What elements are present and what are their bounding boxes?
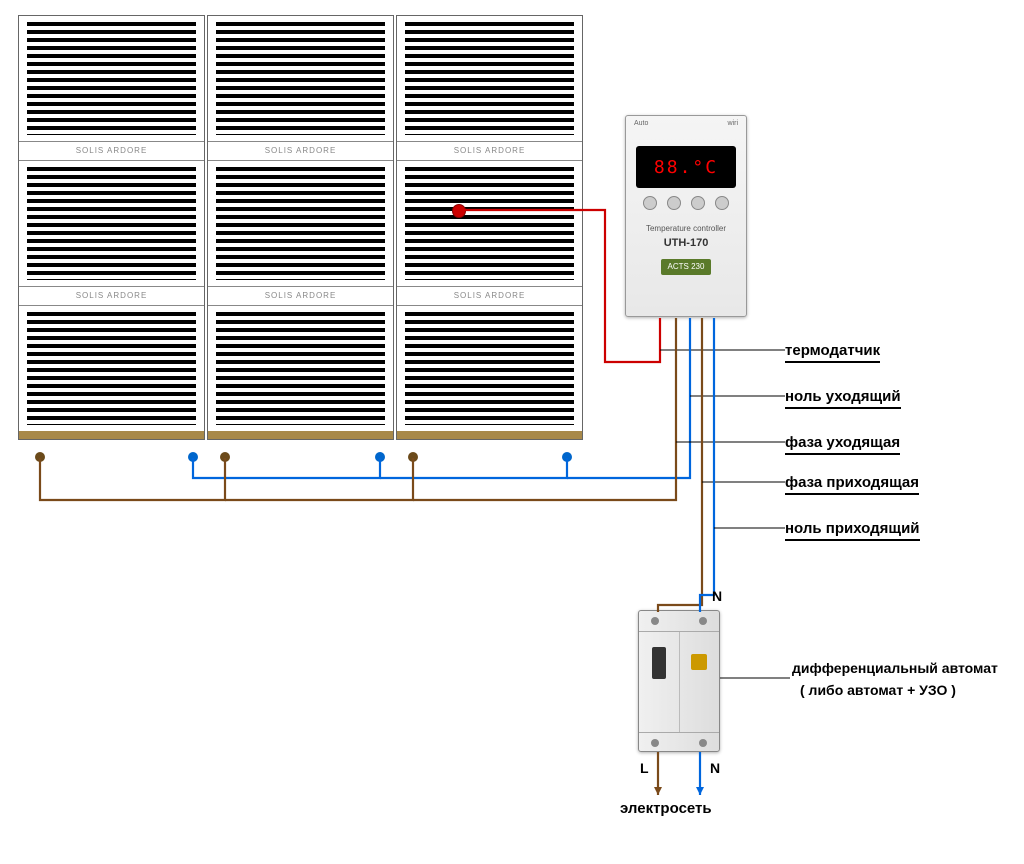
breaker-test-button[interactable] [691,654,707,670]
terminal-blue [562,452,572,462]
terminal-brown [408,452,418,462]
panel-brand: SOLIS ARDORE [397,141,582,161]
breaker-terminal-n-top: N [712,588,722,604]
panel-brand: SOLIS ARDORE [19,286,204,306]
panel-brand: SOLIS ARDORE [208,286,393,306]
label-neutral-in: ноль приходящий [785,520,920,541]
thermostat: Auto wiri 88.°C Temperature controller U… [625,115,747,317]
terminal-blue [375,452,385,462]
panel-brand: SOLIS ARDORE [397,286,582,306]
label-sensor: термодатчик [785,342,880,363]
thermostat-subtitle: Temperature controller [626,224,746,233]
thermostat-display: 88.°C [636,146,736,188]
panel-3: SOLIS ARDORE SOLIS ARDORE [396,15,583,440]
breaker-terminal-n-bottom: N [710,760,720,776]
terminal-brown [220,452,230,462]
label-breaker-1: дифференциальный автомат [792,660,998,676]
temperature-sensor-icon [452,204,466,218]
thermostat-button[interactable] [691,196,705,210]
thermostat-model: UTH-170 [626,237,746,249]
thermo-top-left: Auto [634,120,648,140]
circuit-breaker [638,610,720,752]
label-phase-out: фаза уходящая [785,434,900,455]
thermostat-badge: ACTS 230 [661,259,711,275]
label-neutral-out: ноль уходящий [785,388,901,409]
heating-panels: SOLIS ARDORE SOLIS ARDORE SOLIS ARDORE S… [18,15,583,440]
breaker-switch[interactable] [652,647,666,679]
breaker-terminal-l: L [640,760,649,776]
label-phase-in: фаза приходящая [785,474,919,495]
thermo-top-right: wiri [728,120,739,140]
terminal-blue [188,452,198,462]
panel-brand: SOLIS ARDORE [208,141,393,161]
panel-1: SOLIS ARDORE SOLIS ARDORE [18,15,205,440]
diagram-container: SOLIS ARDORE SOLIS ARDORE SOLIS ARDORE S… [0,0,1024,864]
panel-2: SOLIS ARDORE SOLIS ARDORE [207,15,394,440]
thermostat-buttons [626,196,746,210]
terminal-brown [35,452,45,462]
panel-brand: SOLIS ARDORE [19,141,204,161]
thermostat-button[interactable] [715,196,729,210]
thermostat-button[interactable] [643,196,657,210]
label-mains: электросеть [620,800,712,817]
thermostat-button[interactable] [667,196,681,210]
label-breaker-2: ( либо автомат + УЗО ) [800,682,956,698]
